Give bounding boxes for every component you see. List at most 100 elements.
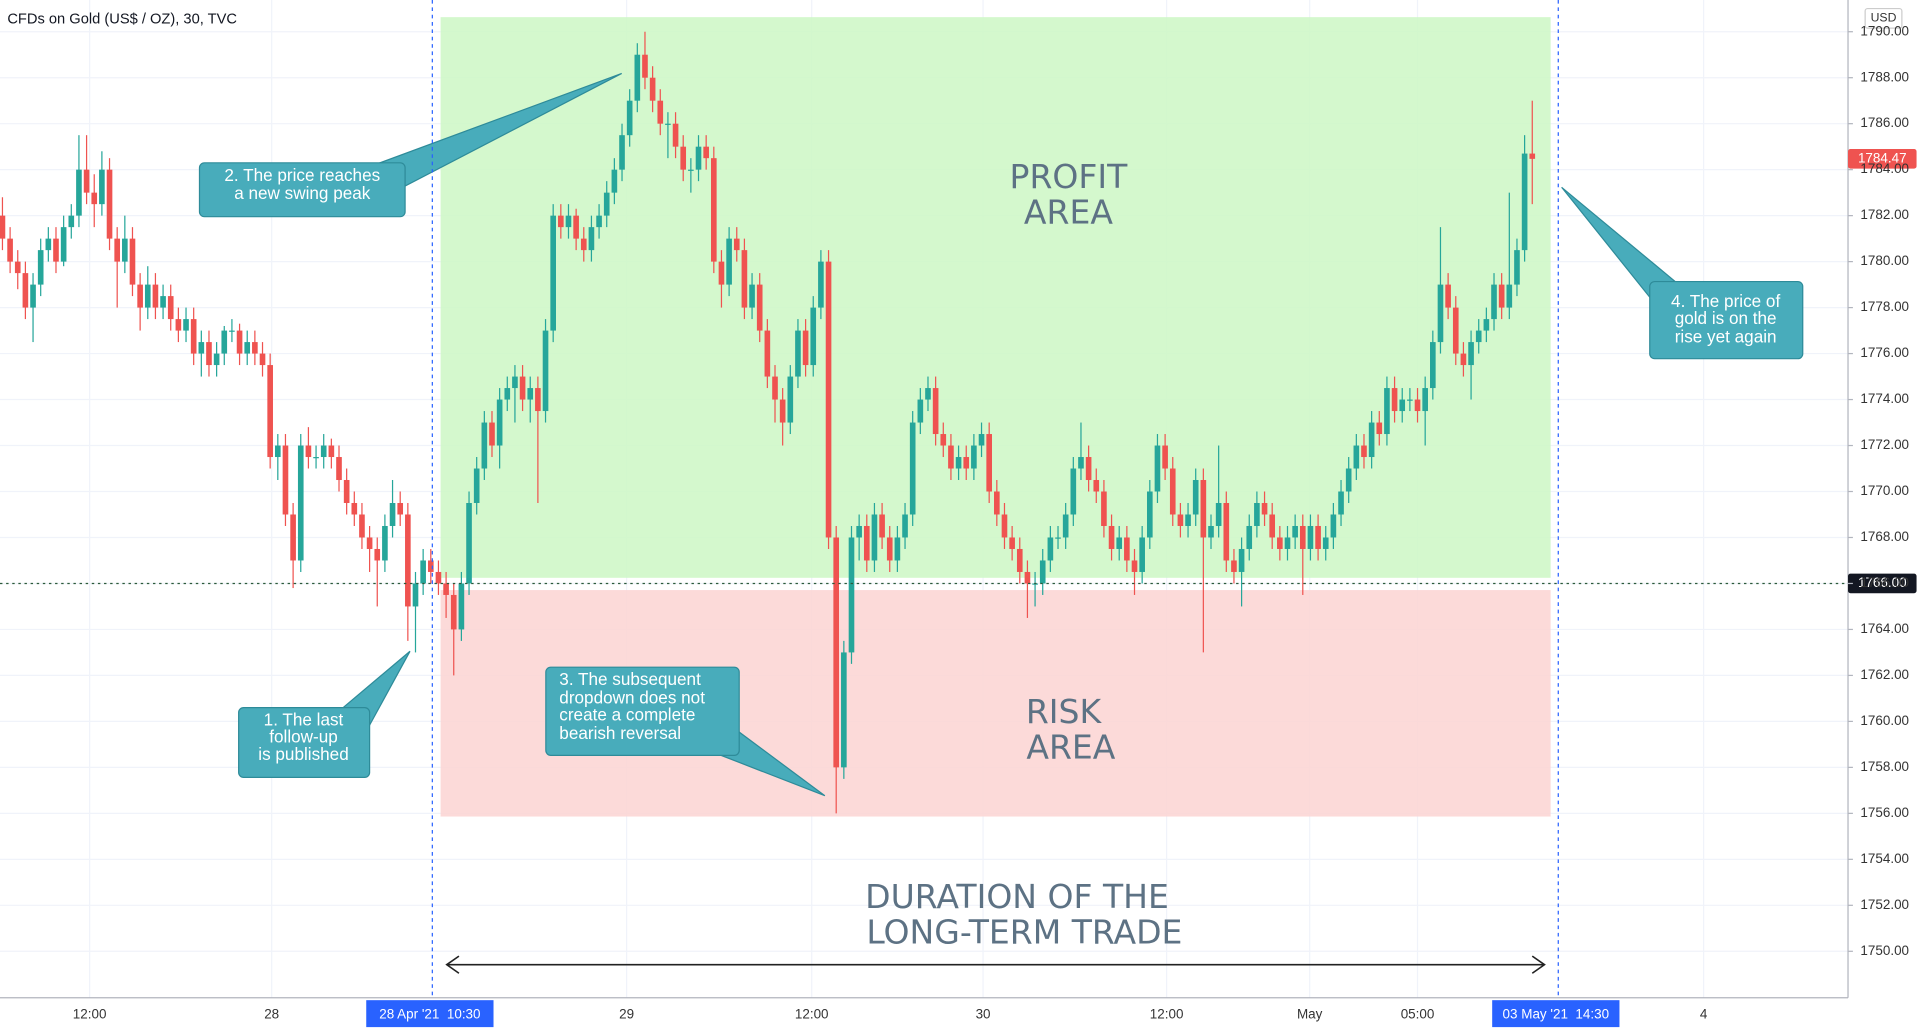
- level-box: [1848, 573, 1917, 594]
- candle-body: [1498, 284, 1505, 308]
- y-tick-label: 1782.00: [1860, 207, 1909, 222]
- candle-body: [1169, 468, 1176, 515]
- y-tick-label: 1778.00: [1860, 299, 1909, 314]
- last-price-label: 1784.47: [1858, 150, 1907, 165]
- callout-text: a new swing peak: [234, 183, 371, 203]
- candle-body: [1116, 537, 1123, 549]
- x-tick-label: 29: [619, 1006, 634, 1021]
- candle-body: [955, 457, 962, 469]
- candle-body: [290, 514, 296, 561]
- candle-body: [718, 261, 725, 285]
- callout-text: follow-up: [269, 727, 338, 747]
- candle-body: [550, 215, 556, 331]
- candle-body: [1200, 480, 1207, 538]
- candle-body: [129, 238, 136, 285]
- candle-body: [863, 525, 870, 561]
- candle-body: [106, 169, 113, 239]
- candle-body: [1399, 399, 1406, 412]
- candle-body: [603, 192, 610, 216]
- candle-body: [412, 583, 419, 607]
- candle-body: [14, 261, 21, 274]
- marker-label: 28 Apr '21 10:30: [379, 1006, 480, 1021]
- y-tick-label: 1758.00: [1860, 759, 1909, 774]
- callout-text: create a complete: [559, 705, 695, 725]
- candle-body: [695, 146, 702, 170]
- y-tick-label: 1780.00: [1860, 253, 1909, 268]
- candle-body: [45, 238, 52, 251]
- callout-text: rise yet again: [1675, 326, 1777, 346]
- candle-body: [389, 502, 396, 526]
- candle-body: [76, 169, 82, 216]
- candle-body: [787, 376, 794, 423]
- candle-body: [894, 537, 901, 561]
- candle-body: [1062, 514, 1069, 538]
- candle-body: [1338, 491, 1344, 515]
- marker-label: 03 May '21 14:30: [1503, 1006, 1610, 1021]
- candle-body: [856, 525, 862, 538]
- candle-body: [626, 100, 633, 136]
- candle-body: [366, 537, 373, 549]
- candle-body: [489, 422, 495, 446]
- candle-body: [359, 514, 365, 538]
- candle-body: [818, 261, 824, 308]
- candle-body: [1422, 388, 1428, 412]
- callout: 1. The last follow-up is published: [238, 650, 411, 778]
- currency: USD: [1871, 11, 1897, 25]
- candle-body: [848, 537, 855, 653]
- candle-body: [435, 571, 442, 584]
- candle-body: [481, 422, 488, 469]
- x-tick-label: May: [1297, 1006, 1323, 1021]
- candle-body: [1261, 502, 1268, 515]
- candle-body: [1529, 153, 1536, 159]
- candle-body: [1124, 537, 1130, 561]
- candle-body: [336, 457, 342, 481]
- candle-body: [1101, 491, 1107, 526]
- candle-body: [167, 296, 174, 320]
- y-tick-label: 1760.00: [1860, 713, 1909, 728]
- candle-body: [1506, 284, 1513, 308]
- duration-label: LONG-TERM TRADE: [866, 913, 1182, 952]
- candle-body: [137, 284, 143, 308]
- candle-body: [710, 158, 717, 262]
- candle-body: [512, 376, 518, 389]
- callout: 3. The subsequent dropdown does not crea…: [545, 666, 826, 797]
- candle-body: [473, 468, 480, 503]
- candle-body: [733, 238, 740, 251]
- marker-box: [1492, 1000, 1620, 1028]
- candle-body: [1024, 571, 1031, 584]
- y-tick-label: 1756.00: [1860, 805, 1909, 820]
- candle-body: [443, 583, 449, 595]
- last-price-box: [1848, 149, 1917, 169]
- candle-body: [619, 135, 625, 170]
- candle-body: [1070, 468, 1077, 515]
- y-tick-label: 1752.00: [1860, 897, 1909, 912]
- candle-body: [1016, 548, 1023, 572]
- candle-body: [37, 250, 44, 285]
- candle-body: [764, 330, 771, 377]
- y-tick-label: 1786.00: [1860, 115, 1909, 130]
- candle-body: [7, 238, 13, 262]
- marker-box: [366, 1000, 494, 1028]
- candle-body: [1361, 445, 1367, 458]
- chart-title: CFDs on Gold (US$ / OZ), 30, TVC: [7, 11, 237, 27]
- candle-body: [1514, 250, 1520, 285]
- candle-body: [558, 215, 564, 228]
- callout-text: gold is on the: [1675, 308, 1777, 328]
- y-tick-label: 1784.00: [1860, 161, 1909, 176]
- x-tick-label: 12:00: [73, 1006, 107, 1021]
- candle-body: [30, 284, 36, 308]
- zone-label: RISK: [1026, 692, 1103, 731]
- candle-body: [190, 319, 197, 354]
- candle-body: [909, 422, 916, 515]
- candle-body: [274, 445, 281, 458]
- candle-body: [1146, 491, 1153, 538]
- candle-body: [902, 514, 908, 538]
- candle-body: [749, 284, 755, 308]
- y-tick-label: 1776.00: [1860, 345, 1909, 360]
- candle-body: [1078, 457, 1084, 469]
- candle-body: [313, 457, 319, 459]
- candle-body: [320, 445, 327, 458]
- candle-body: [267, 365, 273, 458]
- candle-body: [519, 376, 526, 400]
- candle-body: [657, 100, 664, 124]
